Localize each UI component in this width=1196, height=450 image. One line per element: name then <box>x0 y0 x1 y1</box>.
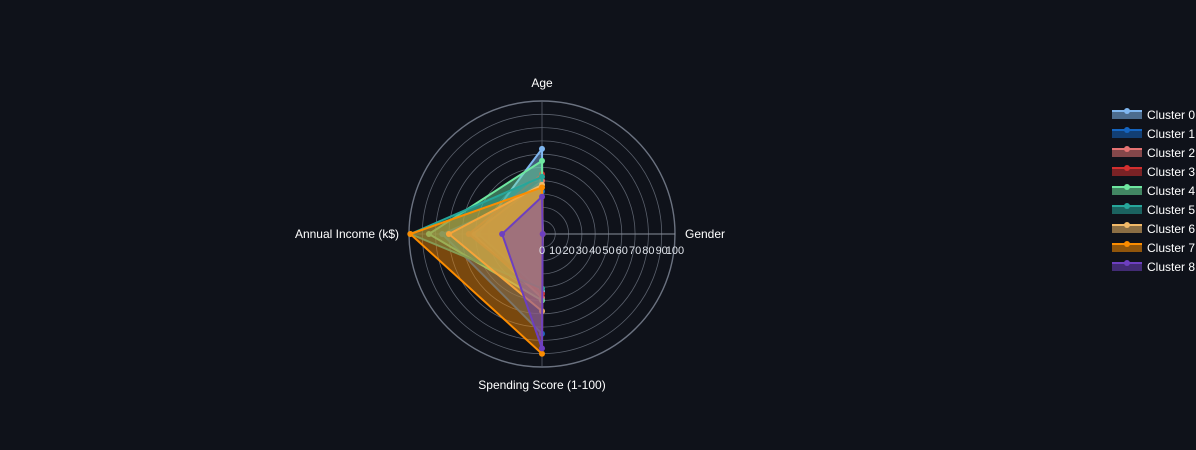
legend-swatch <box>1112 244 1142 252</box>
radial-tick-label: 10 <box>549 245 561 257</box>
data-point[interactable] <box>539 184 545 191</box>
legend-label: Cluster 2 <box>1147 146 1195 160</box>
legend-label: Cluster 0 <box>1147 108 1195 122</box>
legend-item[interactable]: Cluster 6 <box>1112 222 1195 236</box>
legend[interactable]: Cluster 0 Cluster 1 Cluster 2 Cluster 3 Clus… <box>1112 108 1195 274</box>
legend-marker <box>1124 146 1130 152</box>
data-point[interactable] <box>465 231 472 237</box>
angular-axis-labels: Gender Age Annual Income (k$) Spending Scor… <box>295 76 725 392</box>
legend-item[interactable]: Cluster 5 <box>1112 203 1195 217</box>
radial-tick-label: 40 <box>589 245 601 257</box>
data-point[interactable] <box>475 231 482 237</box>
legend-marker <box>1124 260 1130 266</box>
legend-label: Cluster 5 <box>1147 203 1195 217</box>
data-point[interactable] <box>539 173 545 180</box>
legend-swatch <box>1112 263 1142 271</box>
legend-label: Cluster 3 <box>1147 165 1195 179</box>
legend-marker <box>1124 165 1130 171</box>
data-point[interactable] <box>539 350 545 357</box>
axis-label: Spending Score (1-100) <box>478 378 605 392</box>
radial-tick-label: 20 <box>562 245 574 257</box>
legend-item[interactable]: Cluster 7 <box>1112 241 1195 255</box>
data-point[interactable] <box>445 231 452 237</box>
legend-marker <box>1124 203 1130 209</box>
legend-item[interactable]: Cluster 8 <box>1112 260 1195 274</box>
legend-label: Cluster 1 <box>1147 127 1195 141</box>
axis-label: Gender <box>685 227 725 241</box>
data-point[interactable] <box>499 231 506 237</box>
legend-marker <box>1124 222 1130 228</box>
legend-label: Cluster 8 <box>1147 260 1195 274</box>
data-point[interactable] <box>539 231 546 237</box>
data-point[interactable] <box>439 231 446 237</box>
legend-swatch <box>1112 187 1142 195</box>
axis-label: Age <box>531 76 553 90</box>
radial-tick-label: 60 <box>616 245 628 257</box>
legend-label: Cluster 7 <box>1147 241 1195 255</box>
axis-label: Annual Income (k$) <box>295 227 399 241</box>
legend-swatch <box>1112 225 1142 233</box>
legend-item[interactable]: Cluster 0 <box>1112 108 1195 122</box>
data-point[interactable] <box>539 145 545 152</box>
legend-marker <box>1124 108 1130 114</box>
legend-label: Cluster 4 <box>1147 184 1195 198</box>
legend-swatch <box>1112 168 1142 176</box>
data-point[interactable] <box>407 231 414 237</box>
data-point[interactable] <box>539 157 545 164</box>
legend-swatch <box>1112 206 1142 214</box>
radial-tick-label: 30 <box>576 245 588 257</box>
legend-marker <box>1124 241 1130 247</box>
legend-swatch <box>1112 130 1142 138</box>
series-layer <box>407 145 546 357</box>
radial-tick-label: 100 <box>666 245 684 257</box>
radial-tick-label: 70 <box>629 245 641 257</box>
series-cluster-8[interactable] <box>499 193 546 352</box>
legend-swatch <box>1112 149 1142 157</box>
data-point[interactable] <box>425 231 432 237</box>
legend-marker <box>1124 127 1130 133</box>
data-point[interactable] <box>539 193 545 200</box>
radial-tick-label: 50 <box>602 245 614 257</box>
radial-tick-label: 0 <box>539 245 545 257</box>
legend-item[interactable]: Cluster 1 <box>1112 127 1195 141</box>
radial-tick-label: 90 <box>656 245 668 257</box>
data-point[interactable] <box>539 345 545 352</box>
legend-item[interactable]: Cluster 2 <box>1112 146 1195 160</box>
legend-swatch <box>1112 111 1142 119</box>
legend-item[interactable]: Cluster 4 <box>1112 184 1195 198</box>
radial-tick-label: 80 <box>642 245 654 257</box>
legend-label: Cluster 6 <box>1147 222 1195 236</box>
legend-item[interactable]: Cluster 3 <box>1112 165 1195 179</box>
legend-marker <box>1124 184 1130 190</box>
